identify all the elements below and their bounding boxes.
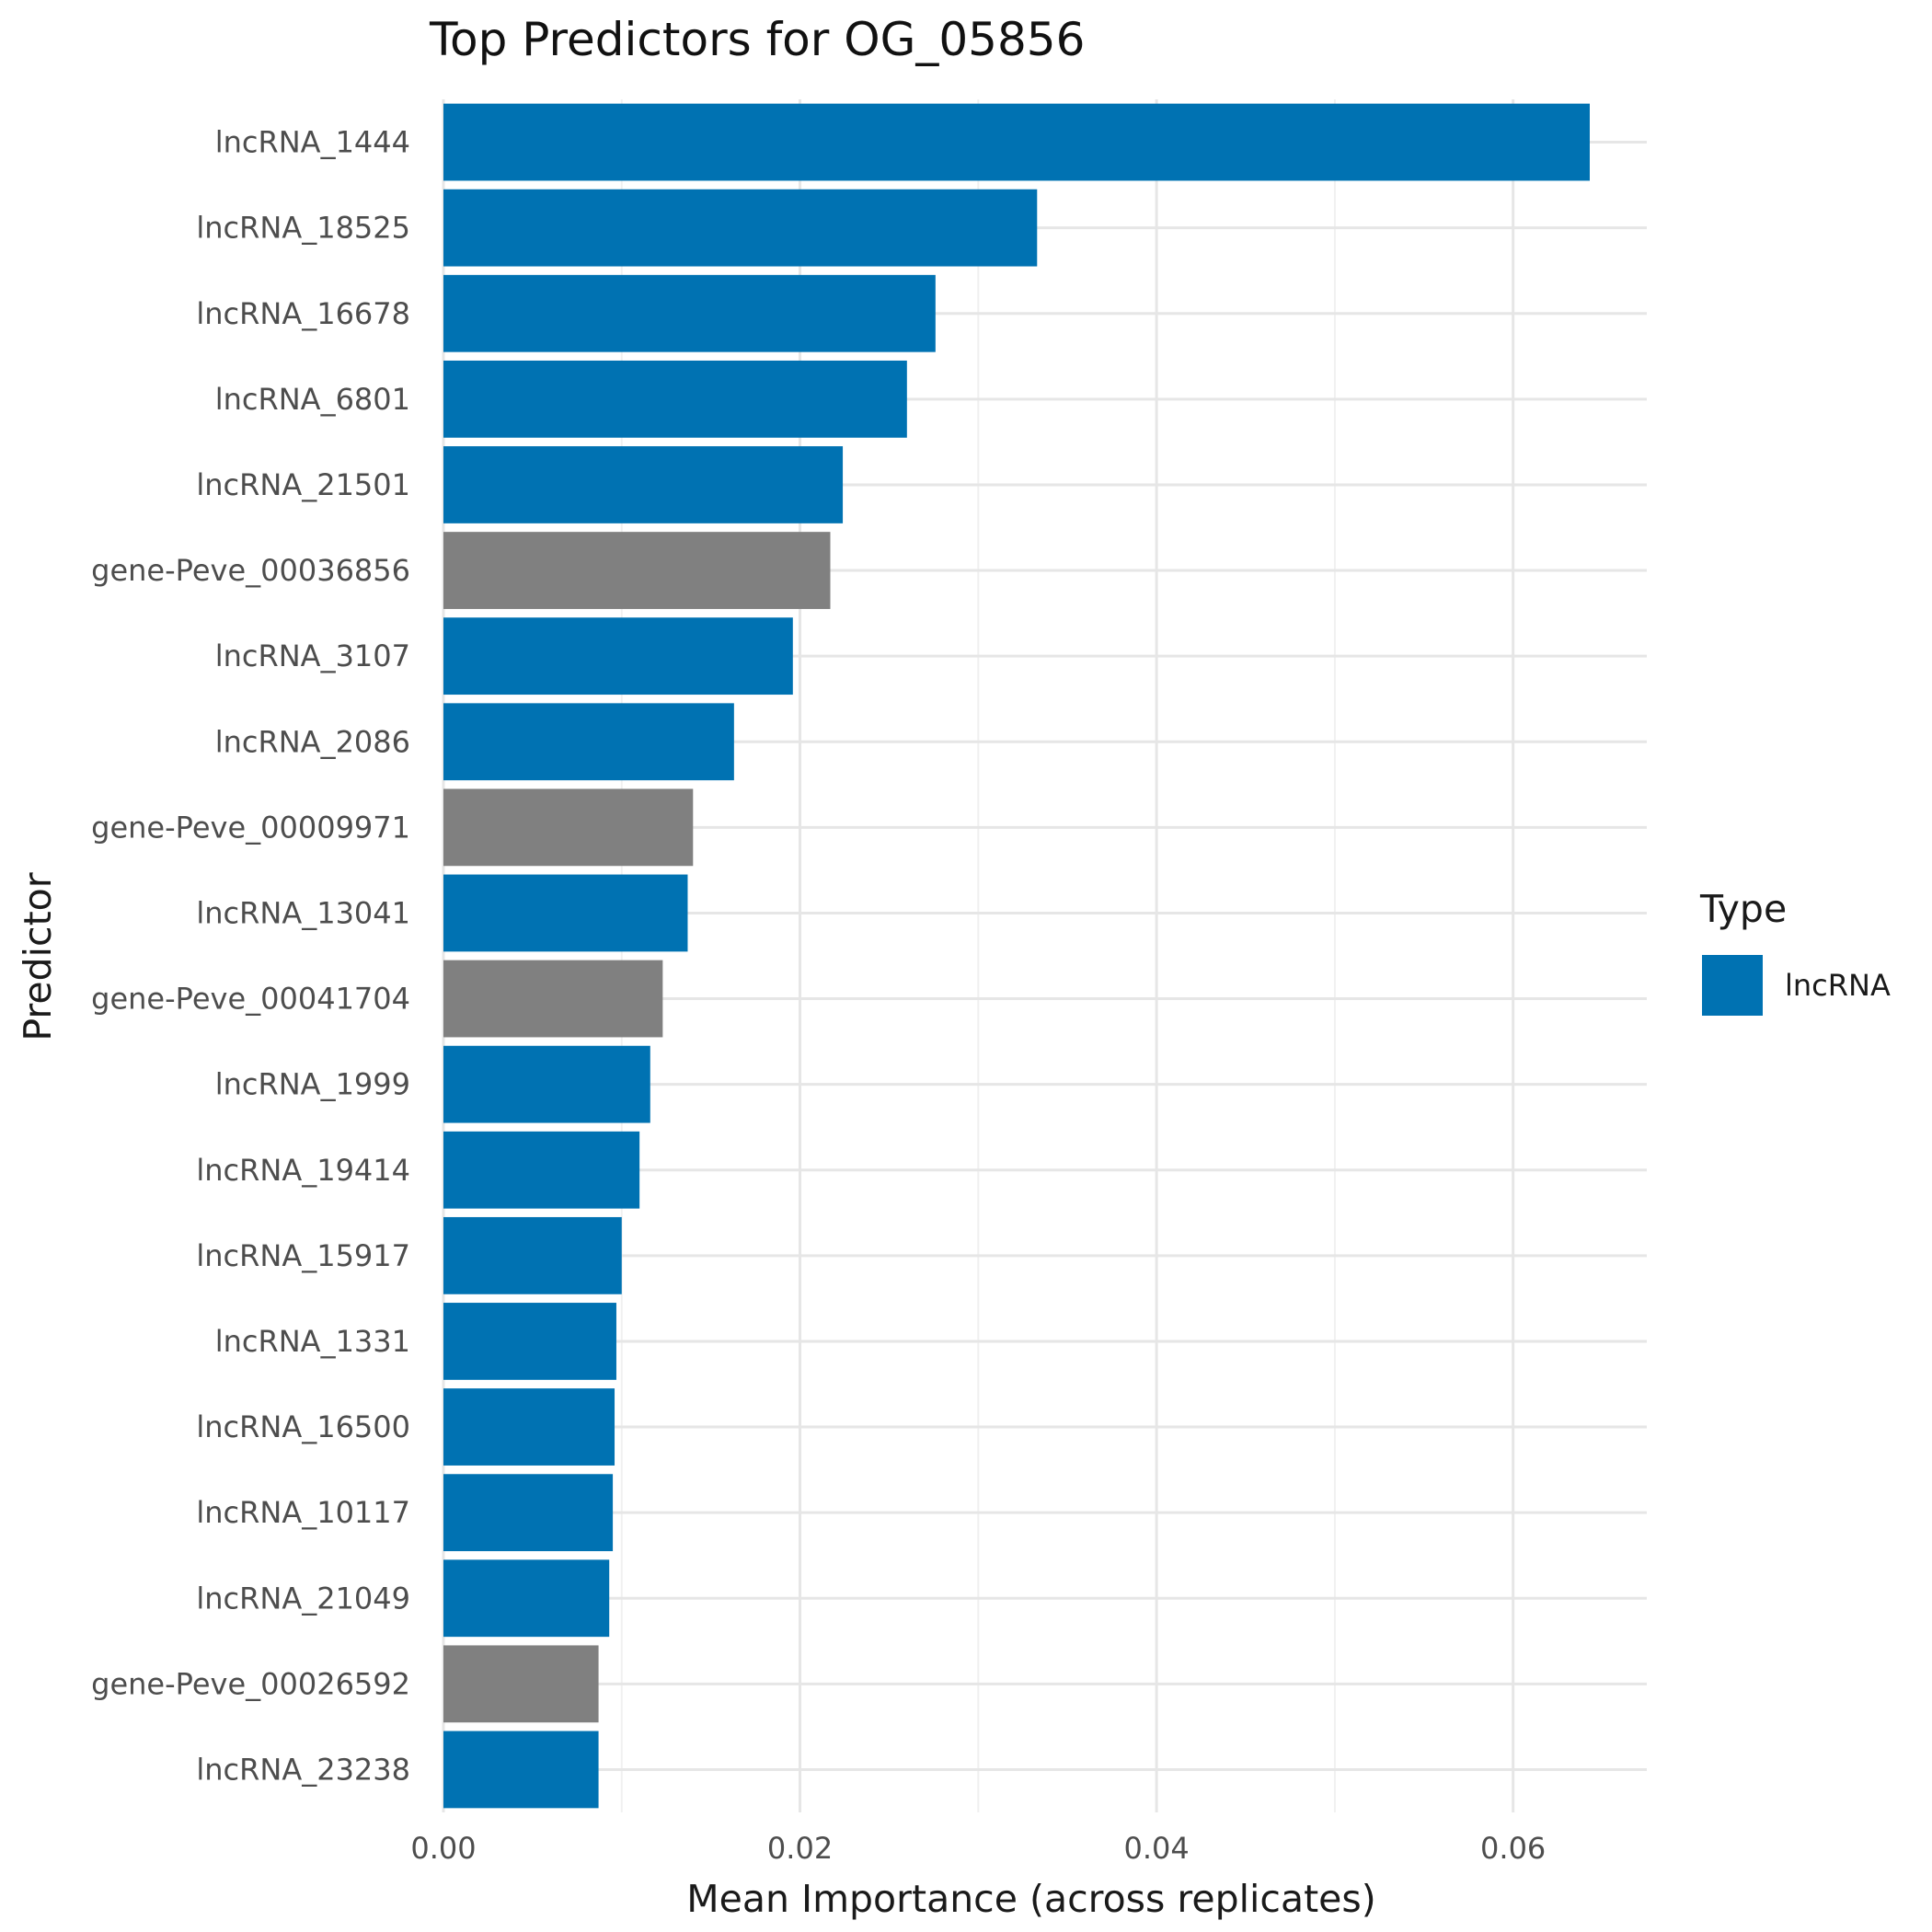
x-tick-label: 0.04 xyxy=(1123,1831,1189,1866)
y-tick-label: lncRNA_21501 xyxy=(196,467,410,502)
y-tick-label: gene-Peve_00009971 xyxy=(91,810,410,845)
legend-label-lncrna: lncRNA xyxy=(1785,968,1891,1003)
bar-lncRNA_21049 xyxy=(443,1559,610,1638)
y-tick-label: lncRNA_1999 xyxy=(215,1067,410,1102)
x-tick-label: 0.00 xyxy=(410,1831,476,1866)
y-tick-label: gene-Peve_00041704 xyxy=(91,982,410,1017)
chart-title: Top Predictors for OG_05856 xyxy=(429,13,1085,66)
x-tick-label: 0.02 xyxy=(767,1831,833,1866)
bar-gene-Peve_00041704 xyxy=(443,960,663,1038)
y-tick-label: lncRNA_16678 xyxy=(196,296,410,331)
bar-lncRNA_10117 xyxy=(443,1474,614,1552)
legend: Type lncRNA xyxy=(1699,887,1891,1016)
y-tick-label: lncRNA_3107 xyxy=(215,638,410,673)
x-tick-label: 0.06 xyxy=(1480,1831,1546,1866)
bar-lncRNA_3107 xyxy=(443,617,793,696)
y-tick-label: gene-Peve_00036856 xyxy=(91,553,410,588)
y-tick-label: lncRNA_1444 xyxy=(215,125,410,160)
bar-lncRNA_16678 xyxy=(443,274,936,352)
y-tick-label: lncRNA_13041 xyxy=(196,895,410,930)
y-tick-label: lncRNA_18525 xyxy=(196,211,410,246)
x-tick-labels: 0.00 0.02 0.04 0.06 xyxy=(410,1831,1546,1866)
bar-lncRNA_19414 xyxy=(443,1131,640,1209)
bar-lncRNA_1444 xyxy=(443,103,1590,181)
y-tick-label: gene-Peve_00026592 xyxy=(91,1666,410,1701)
bar-lncRNA_1999 xyxy=(443,1045,650,1123)
bar-lncRNA_2086 xyxy=(443,703,734,781)
bar-lncRNA_13041 xyxy=(443,874,688,952)
y-tick-label: lncRNA_15917 xyxy=(196,1238,410,1273)
bar-lncRNA_1331 xyxy=(443,1303,616,1380)
bar-lncRNA_21501 xyxy=(443,446,844,523)
bar-gene-Peve_00009971 xyxy=(443,788,694,867)
y-tick-label: lncRNA_21049 xyxy=(196,1581,410,1616)
bar-lncRNA_15917 xyxy=(443,1216,622,1294)
bar-lncRNA_23238 xyxy=(443,1731,599,1809)
y-axis-title: Predictor xyxy=(16,872,60,1041)
bars xyxy=(443,103,1590,1809)
bar-lncRNA_18525 xyxy=(443,189,1038,267)
bar-gene-Peve_00036856 xyxy=(443,532,831,609)
bar-gene-Peve_00026592 xyxy=(443,1645,599,1723)
y-tick-label: lncRNA_23238 xyxy=(196,1752,410,1787)
y-tick-label: lncRNA_1331 xyxy=(215,1324,410,1359)
y-tick-label: lncRNA_16500 xyxy=(196,1409,410,1444)
legend-swatch-lncrna xyxy=(1702,955,1763,1016)
bar-lncRNA_6801 xyxy=(443,360,907,438)
y-tick-label: lncRNA_10117 xyxy=(196,1495,410,1530)
legend-title: Type xyxy=(1699,887,1787,931)
y-tick-label: lncRNA_19414 xyxy=(196,1153,410,1188)
bar-lncRNA_16500 xyxy=(443,1388,615,1466)
y-tick-label: lncRNA_2086 xyxy=(215,724,410,759)
y-tick-label: lncRNA_6801 xyxy=(215,382,410,417)
x-axis-title: Mean Importance (across replicates) xyxy=(686,1877,1376,1921)
y-tick-labels: lncRNA_1444 lncRNA_18525 lncRNA_16678 lncRN… xyxy=(91,125,410,1788)
